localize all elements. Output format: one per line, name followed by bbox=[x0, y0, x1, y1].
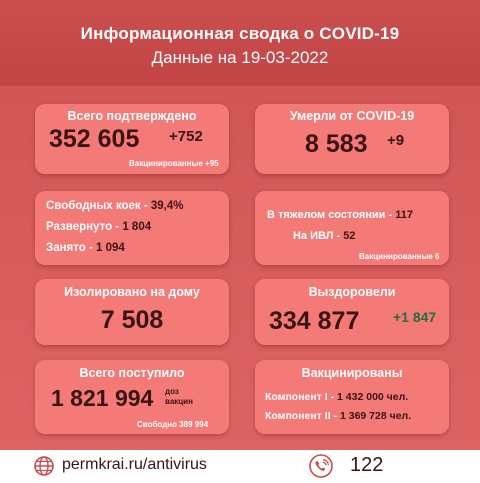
recovered-value: 334 877 bbox=[269, 307, 360, 335]
component-1-value: 1 432 000 чел. bbox=[337, 391, 409, 403]
free-beds-value: 39,4% bbox=[150, 200, 184, 212]
deaths-card: Умерли от COVID-19 8 583 +9 bbox=[255, 104, 449, 174]
component-1: Компонент I - 1 432 000 чел. bbox=[265, 391, 408, 403]
footer: permkrai.ru/antivirus 122 bbox=[0, 450, 480, 483]
confirmed-title: Всего подтверждено bbox=[67, 109, 197, 123]
vaccine-supply-card: Всего поступило 1 821 994 доз вакцин Сво… bbox=[35, 360, 229, 434]
severe-label: В тяжелом состоянии - bbox=[267, 209, 396, 221]
deployed-beds-value: 1 804 bbox=[122, 221, 152, 233]
page-date: Данные на 19-03-2022 bbox=[151, 48, 329, 67]
ventilator: На ИВЛ - 52 bbox=[293, 230, 355, 242]
recovered-title: Выздоровели bbox=[308, 285, 396, 299]
beds-card: Свободных коек - 39,4% Развернуто - 1 80… bbox=[35, 191, 229, 265]
vaccinated-title: Вакцинированы bbox=[301, 366, 403, 380]
phone-icon bbox=[309, 454, 333, 478]
confirmed-vaccinated-note: Вакцинированные +95 bbox=[129, 159, 219, 168]
isolated-card: Изолировано на дому 7 508 bbox=[35, 279, 229, 345]
globe-icon bbox=[34, 456, 54, 476]
header: Информационная сводка о COVID-19 Данные … bbox=[0, 0, 480, 86]
deployed-beds: Развернуто - 1 804 bbox=[46, 221, 151, 233]
component-2-label: Компонент II - bbox=[265, 410, 340, 422]
occupied-beds: Занято - 1 094 bbox=[46, 242, 125, 254]
severe-vaccinated-note: Вакцинированные 6 bbox=[359, 252, 440, 261]
page-title: Информационная сводка о COVID-19 bbox=[80, 24, 400, 43]
severe-condition: В тяжелом состоянии - 117 bbox=[267, 209, 413, 221]
vaccine-supply-unit-doses: доз bbox=[165, 387, 179, 396]
occupied-beds-label: Занято - bbox=[46, 242, 96, 254]
website-link[interactable]: permkrai.ru/antivirus bbox=[62, 456, 207, 473]
component-2: Компонент II - 1 369 728 чел. bbox=[265, 410, 411, 422]
deaths-title: Умерли от COVID-19 bbox=[289, 109, 415, 123]
recovered-card: Выздоровели 334 877 +1 847 bbox=[255, 279, 449, 345]
confirmed-card: Всего подтверждено 352 605 +752 Вакцинир… bbox=[35, 104, 229, 174]
vaccine-supply-value: 1 821 994 bbox=[51, 385, 154, 411]
recovered-delta: +1 847 bbox=[393, 309, 437, 325]
free-beds: Свободных коек - 39,4% bbox=[46, 200, 184, 212]
ventilator-label: На ИВЛ - bbox=[293, 230, 344, 242]
isolated-title: Изолировано на дому bbox=[64, 285, 200, 299]
deaths-value: 8 583 bbox=[305, 130, 368, 158]
component-1-label: Компонент I - bbox=[265, 391, 338, 403]
isolated-value: 7 508 bbox=[100, 306, 164, 334]
vaccine-supply-free-note: Свободно 389 994 bbox=[137, 420, 209, 429]
hotline-number[interactable]: 122 bbox=[350, 454, 384, 476]
vaccine-supply-unit-vaccines: вакцин bbox=[165, 397, 193, 406]
deaths-delta: +9 bbox=[387, 132, 405, 149]
ventilator-value: 52 bbox=[343, 230, 356, 242]
severe-card: В тяжелом состоянии - 117 На ИВЛ - 52 Ва… bbox=[255, 191, 449, 265]
info-panel: Всего подтверждено 352 605 +752 Вакцинир… bbox=[0, 86, 480, 450]
occupied-beds-value: 1 094 bbox=[95, 242, 125, 254]
confirmed-value: 352 605 bbox=[49, 125, 140, 153]
severe-value: 117 bbox=[395, 209, 413, 221]
deployed-beds-label: Развернуто - bbox=[46, 221, 123, 233]
confirmed-delta: +752 bbox=[169, 128, 203, 145]
vaccine-supply-title: Всего поступило bbox=[79, 366, 185, 380]
vaccinated-card: Вакцинированы Компонент I - 1 432 000 че… bbox=[255, 360, 449, 434]
free-beds-label: Свободных коек - bbox=[46, 200, 151, 212]
component-2-value: 1 369 728 чел. bbox=[339, 410, 412, 422]
